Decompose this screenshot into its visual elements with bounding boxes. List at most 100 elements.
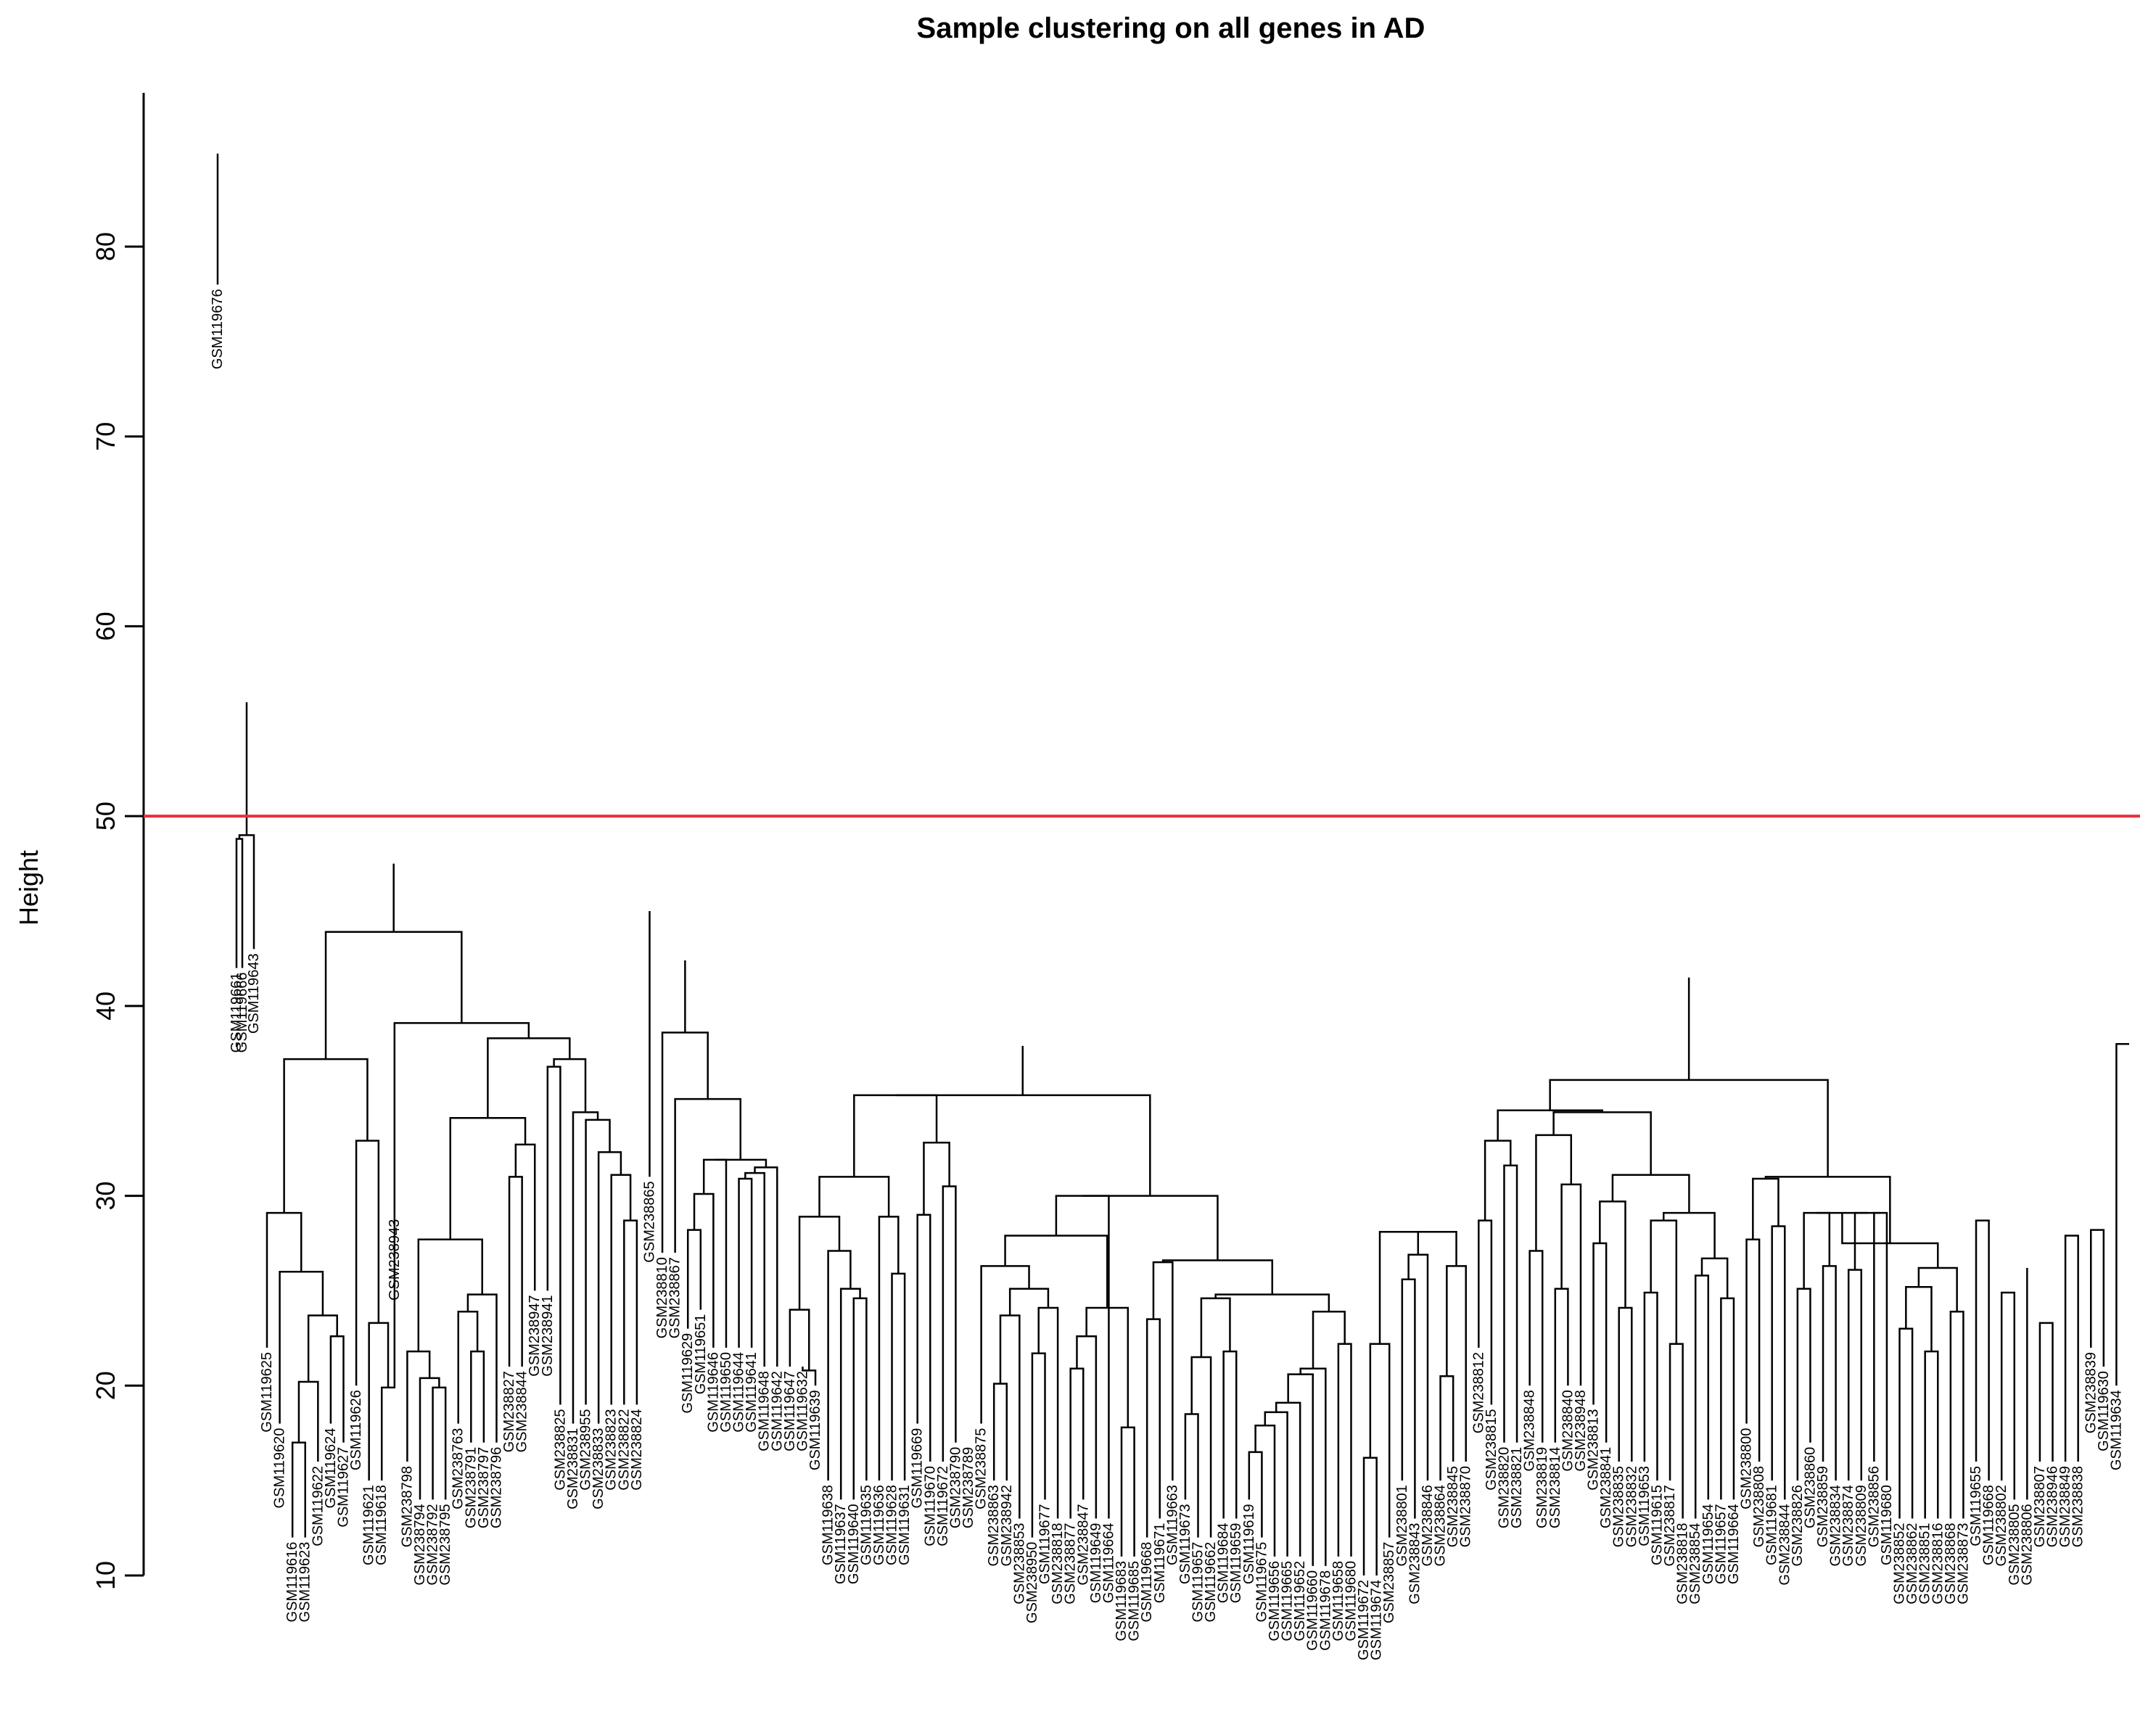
dendrogram-link (1004, 1235, 1108, 1308)
leaf-label: GSM119664 (1100, 1523, 1116, 1603)
dendrogram-link (291, 1441, 306, 1538)
leaf-label: GSM238816 (1930, 1523, 1946, 1604)
dendrogram-link (470, 1350, 485, 1443)
leaf-label: GSM238875 (974, 1428, 989, 1509)
leaf-label: GSM238831 (565, 1428, 581, 1509)
dendrogram-link (818, 1176, 890, 1217)
dendrogram-link (1905, 1285, 1933, 1352)
leaf-label: GSM238802 (1994, 1485, 2009, 1566)
dendrogram-link (419, 1377, 440, 1500)
dendrogram-link (686, 1229, 702, 1329)
leaf-label: GSM119658 (1330, 1561, 1346, 1641)
leaf-label: GSM238856 (1866, 1466, 1882, 1547)
dendrogram-link (283, 1058, 369, 1214)
dendrogram-link (827, 1250, 852, 1481)
dendrogram-link (661, 1031, 709, 1253)
leaf-label: GSM238867 (667, 1257, 683, 1338)
leaf-label: GSM119641 (744, 1352, 760, 1433)
leaf-label: GSM238795 (437, 1504, 453, 1585)
leaf-label: GSM119647 (782, 1371, 798, 1451)
dendrogram-link (878, 1216, 900, 1481)
leaf-label: GSM238792 (425, 1504, 441, 1585)
leaf-label: GSM238853 (1011, 1523, 1027, 1604)
leaf-label: GSM119650 (718, 1352, 734, 1433)
leaf-label: GSM119673 (1177, 1504, 1193, 1584)
dendrogram-link (279, 1271, 324, 1424)
y-tick-label: 20 (91, 1371, 120, 1400)
dendrogram-link (368, 1322, 390, 1481)
leaf-label: GSM238847 (1075, 1504, 1091, 1585)
dendrogram-link (1008, 1288, 1050, 1316)
dendrogram-link (1669, 1343, 1684, 1519)
leaf-label: GSM119636 (871, 1485, 887, 1565)
leaf-label: GSM119678 (1317, 1570, 1333, 1651)
leaf-label: GSM238950 (1024, 1542, 1040, 1623)
dendrogram-link (1312, 1310, 1346, 1369)
dendrogram-link (1694, 1274, 1710, 1519)
dendrogram-link (738, 1177, 753, 1348)
dendrogram-link (329, 1335, 345, 1443)
leaf-label: GSM119681 (1764, 1485, 1780, 1565)
leaf-label: GSM119630 (2096, 1371, 2112, 1451)
leaf-label: GSM238790 (947, 1447, 963, 1528)
leaf-label: GSM238808 (1751, 1466, 1767, 1547)
leaf-label: GSM119648 (757, 1371, 773, 1451)
leaf-label: GSM119640 (846, 1504, 862, 1584)
y-tick-label: 40 (91, 992, 120, 1021)
dendrogram-link (715, 1158, 768, 1168)
dendrogram-link (508, 1176, 523, 1367)
leaf-label: GSM238812 (1470, 1352, 1486, 1433)
dendrogram-link (1214, 1293, 1330, 1312)
dendrogram-link (2090, 1229, 2105, 1367)
dendrogram-link (572, 1111, 599, 1424)
dendrogram-link (1069, 1367, 1085, 1519)
dendrogram-link (1362, 1457, 1378, 1575)
leaf-label: GSM119644 (731, 1352, 747, 1433)
dendrogram-link (1439, 1375, 1455, 1481)
leaf-label: GSM119669 (910, 1428, 926, 1509)
dendrogram-link (1248, 1451, 1263, 1538)
leaf-label: GSM238763 (450, 1428, 466, 1509)
leaf-label: GSM119666 (234, 973, 250, 1053)
dendrogram-link (2064, 1235, 2079, 1462)
leaf-label: GSM119662 (1203, 1542, 1219, 1623)
leaf-label: GSM238818 (1675, 1523, 1691, 1604)
dendrogram-link (514, 1143, 536, 1291)
leaf-label: GSM238823 (604, 1409, 620, 1490)
leaf-label: GSM238863 (986, 1485, 1002, 1566)
dendrogram-link (992, 1383, 1008, 1481)
dendrogram-link (852, 1297, 868, 1500)
leaf-label: GSM119652 (1292, 1561, 1308, 1641)
leaf-label: GSM119677 (1037, 1504, 1053, 1584)
leaf-label: GSM119653 (1637, 1466, 1653, 1546)
dendrogram-link (1503, 1164, 1518, 1443)
leaf-label: GSM238819 (1534, 1447, 1550, 1528)
leaf-label: GSM119622 (310, 1466, 326, 1546)
dendrogram-link (1611, 1174, 1690, 1214)
leaf-label: GSM119672 (935, 1466, 951, 1546)
leaf-label: GSM119670 (922, 1466, 938, 1546)
leaf-label: GSM119619 (1241, 1504, 1257, 1584)
dendrogram-link (1618, 1306, 1633, 1462)
dendrogram-link (1484, 1140, 1512, 1221)
leaf-label: GSM119616 (284, 1542, 300, 1623)
leaf-label: GSM119646 (705, 1352, 721, 1433)
leaf-label: GSM119628 (884, 1485, 900, 1565)
leaf-label: GSM238832 (1624, 1466, 1639, 1547)
leaf-label: GSM238825 (552, 1409, 568, 1490)
leaf-label: GSM238838 (2070, 1466, 2086, 1547)
dendrogram-link (546, 1066, 561, 1405)
dendrogram-link (553, 1058, 587, 1113)
leaf-label: GSM119642 (769, 1371, 785, 1451)
leaf-label: GSM238796 (488, 1447, 504, 1528)
leaf-label: GSM119643 (246, 953, 262, 1034)
dendrogram-link (1037, 1306, 1059, 1519)
leaf-label: GSM119627 (335, 1447, 351, 1528)
leaf-label: GSM238859 (1815, 1466, 1831, 1547)
dendrogram-link (1975, 1219, 1990, 1481)
y-tick-label: 60 (91, 611, 120, 640)
leaf-label: GSM119637 (833, 1504, 849, 1584)
dendrogram-link (2038, 1322, 2054, 1462)
dendrogram-link (895, 1094, 1151, 1196)
